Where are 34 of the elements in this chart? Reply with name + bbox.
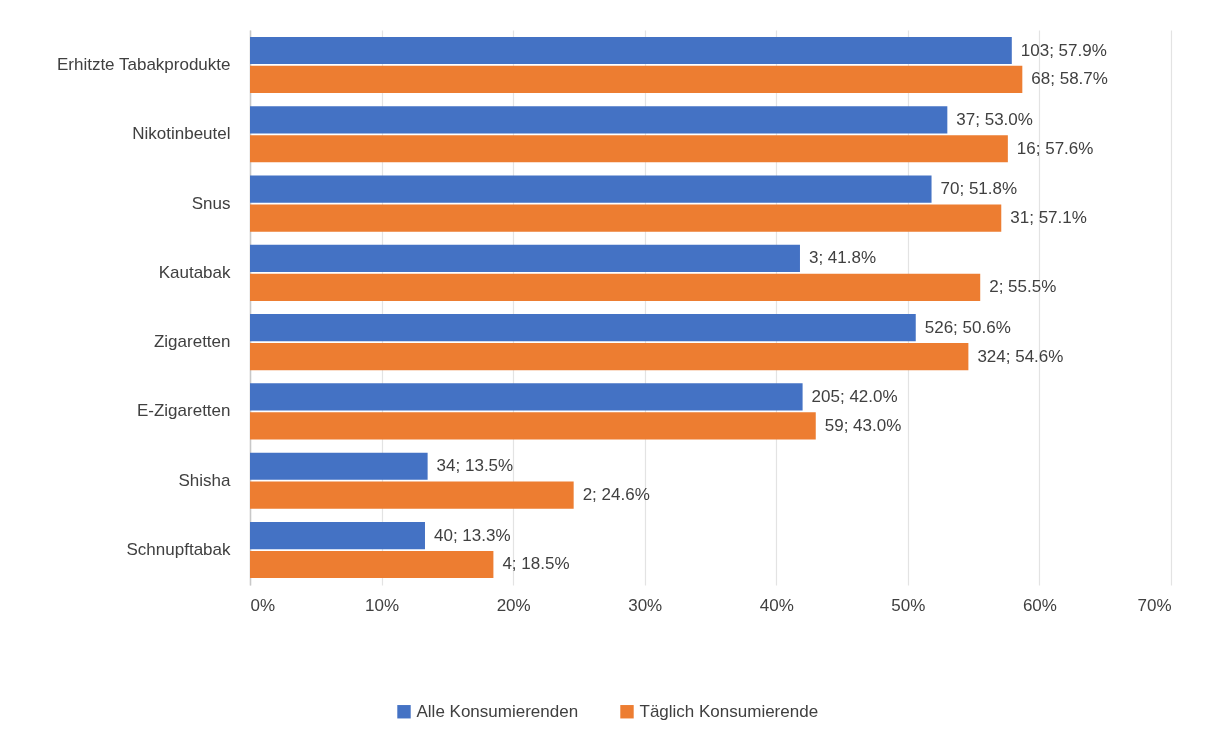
- y-tick-label: Schnupftabak: [126, 540, 231, 560]
- x-tick-label: 70%: [1137, 595, 1172, 615]
- y-tick-label: Nikotinbeutel: [132, 124, 231, 144]
- y-tick-label: E-Zigaretten: [136, 401, 231, 421]
- data-label: 2; 24.6%: [582, 485, 650, 505]
- data-label: 2; 55.5%: [989, 277, 1057, 297]
- x-tick-label: 20%: [496, 595, 531, 615]
- data-label: 3; 41.8%: [808, 248, 877, 268]
- data-label: 324; 54.6%: [977, 346, 1064, 366]
- data-label: 37; 53.0%: [956, 109, 1033, 129]
- data-label: 205; 42.0%: [811, 386, 898, 406]
- x-tick-label: 30%: [628, 595, 663, 615]
- y-tick-label: Kautabak: [158, 262, 231, 282]
- x-tick-label: 10%: [365, 595, 400, 615]
- legend-label: Alle Konsumierenden: [416, 701, 579, 721]
- y-tick-label: Erhitzte Tabakprodukte: [56, 54, 231, 74]
- x-tick-label: 60%: [1022, 595, 1057, 615]
- data-label: 34; 13.5%: [436, 456, 514, 476]
- x-tick-label: 50%: [891, 595, 926, 615]
- data-label: 70; 51.8%: [940, 179, 1018, 199]
- y-tick-label: Zigaretten: [153, 332, 231, 352]
- x-tick-label: 0%: [250, 595, 276, 615]
- data-label: 103; 57.9%: [1020, 40, 1107, 60]
- legend-label: Täglich Konsumierende: [639, 701, 819, 721]
- data-label: 526; 50.6%: [924, 317, 1011, 337]
- y-tick-label: Shisha: [178, 470, 232, 490]
- data-label: 31; 57.1%: [1010, 208, 1087, 228]
- data-label: 16; 57.6%: [1016, 138, 1094, 158]
- y-tick-label: Snus: [191, 193, 231, 213]
- data-label: 68; 58.7%: [1031, 69, 1108, 89]
- x-tick-label: 40%: [759, 595, 794, 615]
- data-label: 4; 18.5%: [502, 554, 570, 574]
- data-label: 40; 13.3%: [433, 525, 511, 545]
- data-label: 59; 43.0%: [824, 415, 902, 435]
